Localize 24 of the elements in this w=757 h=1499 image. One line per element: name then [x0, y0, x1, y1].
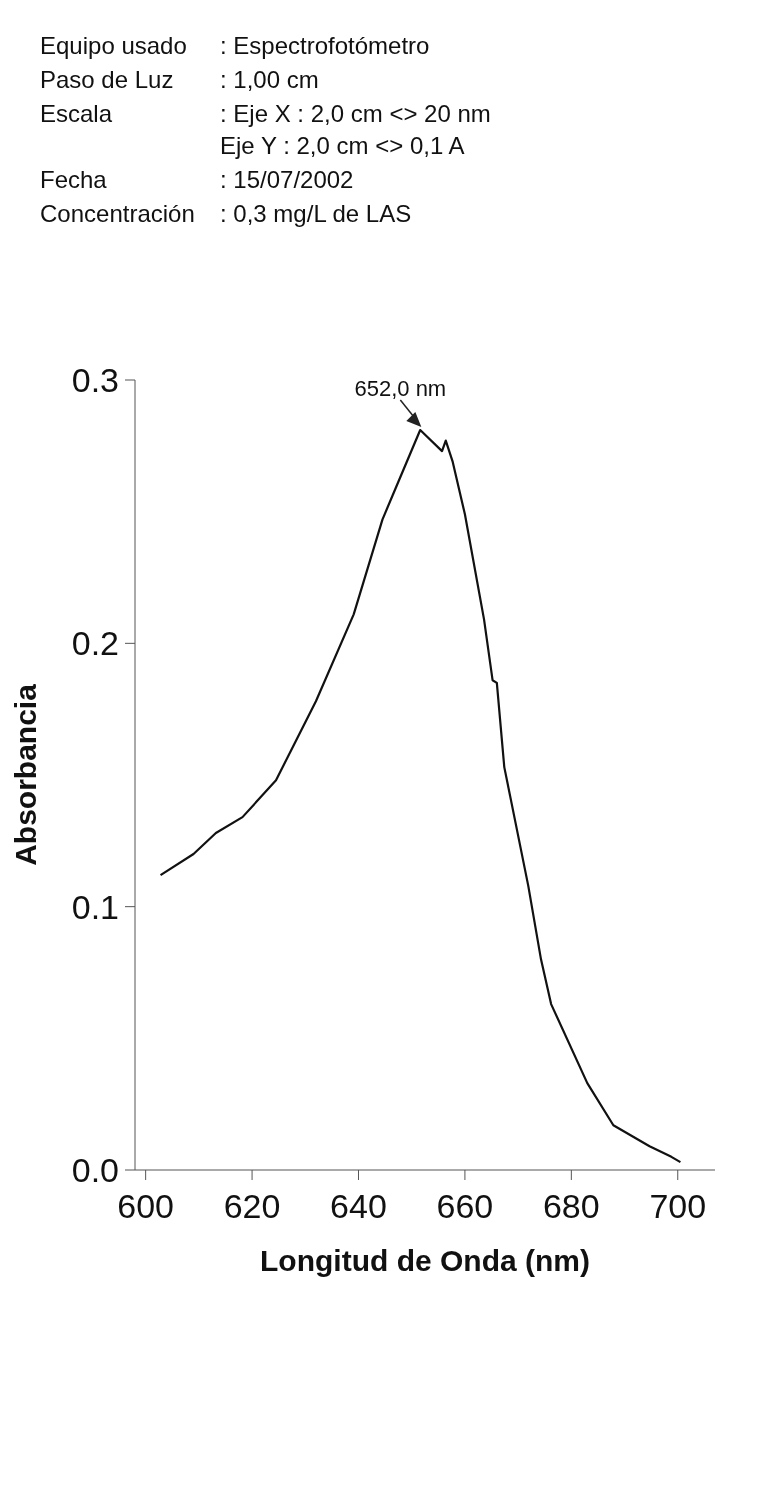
text: Equipo usado: [40, 31, 188, 61]
y-tick-label: 0.2: [71, 624, 119, 663]
text: : Espectrofotómetro: [220, 31, 431, 61]
y-tick-label: 0.3: [71, 361, 119, 400]
x-tick-label: 640: [330, 1187, 387, 1226]
annotation: 652,0 nm: [354, 376, 447, 402]
x-tick-label: 680: [542, 1187, 600, 1226]
text: Escala: [40, 99, 114, 129]
text: : 15/07/2002: [220, 165, 355, 195]
y-axis-title: Absorbancia: [8, 683, 42, 866]
x-tick-label: 660: [436, 1187, 494, 1226]
text: : 1,00 cm: [220, 65, 320, 95]
line-series: [159, 428, 682, 1164]
x-tick-label: 700: [649, 1187, 707, 1226]
y-tick-label: 0.0: [71, 1151, 119, 1190]
y-tick-label: 0.1: [71, 887, 119, 926]
text: Concentración: [40, 199, 196, 229]
text: Fecha: [40, 165, 108, 195]
x-tick-label: 600: [117, 1187, 175, 1226]
text: : Eje X : 2,0 cm <> 20 nm Eje Y : 2,0 cm <> 0,1 A: [220, 99, 492, 161]
x-tick-label: 620: [223, 1187, 281, 1226]
x-axis-title: Longitud de Onda (nm): [260, 1244, 590, 1278]
text: : 0,3 mg/L de LAS: [220, 199, 413, 229]
text: Paso de Luz: [40, 65, 175, 95]
